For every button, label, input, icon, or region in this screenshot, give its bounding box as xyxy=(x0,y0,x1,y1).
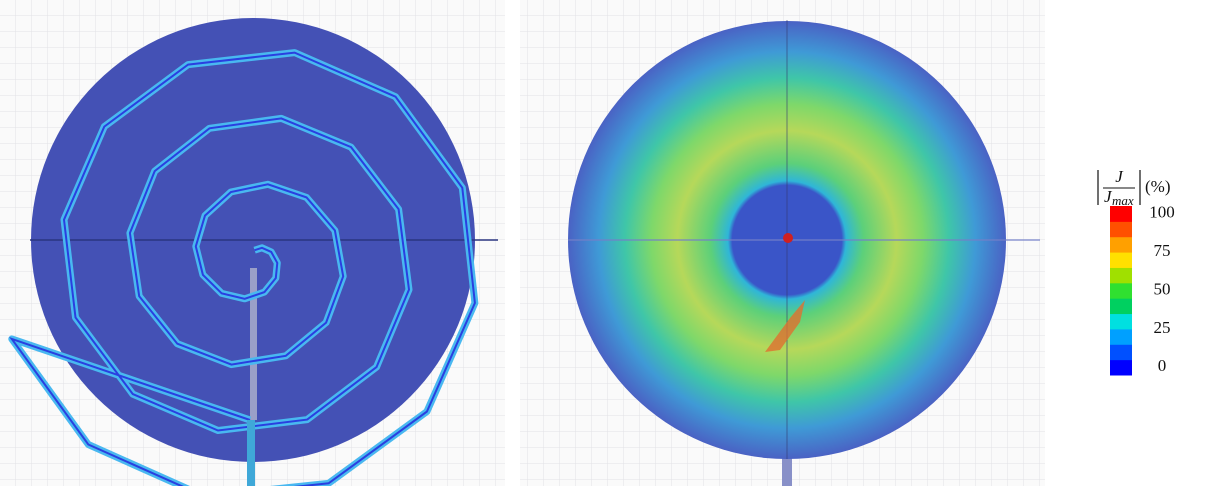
color-step xyxy=(1110,313,1132,330)
denominator: J xyxy=(1104,187,1113,206)
tick-label: 100 xyxy=(1149,203,1175,222)
color-step xyxy=(1110,252,1132,268)
right-panel xyxy=(520,0,1045,486)
feed-line xyxy=(250,268,257,420)
color-step xyxy=(1110,328,1132,345)
color-step xyxy=(1110,206,1132,222)
left-panel xyxy=(0,0,505,486)
feed-port xyxy=(782,455,792,486)
color-step xyxy=(1110,298,1132,315)
spiral-edge xyxy=(9,51,476,486)
unit: (%) xyxy=(1145,177,1170,196)
tick-label: 75 xyxy=(1154,241,1171,260)
color-step xyxy=(1110,359,1132,376)
color-step xyxy=(1110,267,1132,284)
tick-label: 50 xyxy=(1154,279,1171,298)
color-step xyxy=(1110,282,1132,299)
hot-spot xyxy=(765,300,805,352)
center-dot xyxy=(783,233,793,243)
subscript: max xyxy=(1112,193,1134,208)
color-step xyxy=(1110,236,1132,253)
tick-label: 0 xyxy=(1158,356,1167,375)
color-step xyxy=(1110,221,1132,238)
colorbar: J J max (%) 100 75 50 25 0 xyxy=(1097,167,1175,376)
tick-label: 25 xyxy=(1154,318,1171,337)
numerator: J xyxy=(1115,167,1124,186)
color-step xyxy=(1110,344,1132,361)
feed-port xyxy=(247,420,255,486)
